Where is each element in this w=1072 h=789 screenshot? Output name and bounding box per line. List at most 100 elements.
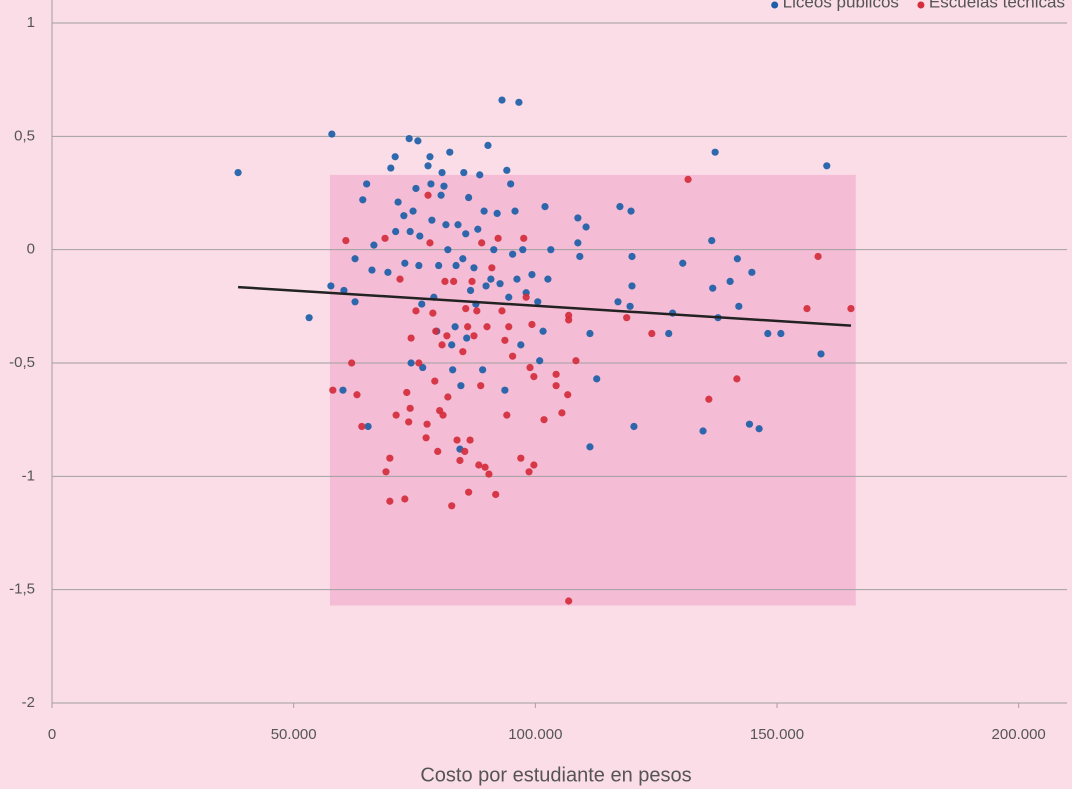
point bbox=[401, 495, 409, 503]
trendline bbox=[238, 285, 852, 327]
point bbox=[368, 266, 376, 274]
point bbox=[823, 162, 831, 170]
point bbox=[234, 169, 242, 177]
shaded-region bbox=[329, 174, 856, 606]
point bbox=[488, 264, 496, 272]
point bbox=[576, 252, 584, 261]
point bbox=[439, 411, 447, 419]
point bbox=[444, 393, 452, 401]
point bbox=[517, 454, 525, 462]
point bbox=[507, 180, 515, 188]
x-axis-label: Costo por estudiante en pesos bbox=[420, 764, 691, 786]
point bbox=[748, 268, 756, 276]
point bbox=[363, 180, 371, 188]
point bbox=[305, 314, 313, 322]
point bbox=[465, 488, 473, 496]
point bbox=[505, 293, 513, 301]
point bbox=[755, 425, 763, 433]
point bbox=[351, 255, 359, 263]
point bbox=[459, 255, 467, 263]
y-tick-label: 0,5 bbox=[14, 127, 35, 144]
point bbox=[593, 375, 601, 383]
point bbox=[358, 422, 366, 431]
point bbox=[407, 359, 415, 367]
point bbox=[364, 422, 372, 431]
point bbox=[505, 323, 513, 331]
point bbox=[382, 468, 390, 476]
point bbox=[424, 162, 432, 170]
y-tick-label: 1 bbox=[27, 14, 35, 31]
point bbox=[565, 316, 573, 324]
point bbox=[442, 221, 450, 229]
point bbox=[745, 420, 754, 428]
point bbox=[485, 470, 493, 478]
point bbox=[709, 284, 717, 292]
point bbox=[847, 305, 855, 313]
point bbox=[423, 420, 431, 428]
point bbox=[451, 323, 459, 331]
y-tick-label: -0,5 bbox=[9, 354, 35, 371]
point bbox=[530, 373, 538, 381]
point bbox=[552, 382, 560, 390]
point bbox=[463, 334, 471, 342]
point bbox=[705, 395, 713, 403]
point bbox=[480, 207, 488, 215]
point bbox=[733, 375, 741, 383]
point bbox=[440, 182, 448, 190]
point bbox=[466, 436, 474, 444]
point bbox=[586, 443, 594, 451]
point bbox=[339, 386, 347, 394]
point bbox=[401, 259, 409, 267]
point bbox=[428, 216, 436, 224]
point bbox=[387, 164, 395, 172]
point bbox=[462, 230, 470, 238]
point bbox=[493, 209, 501, 217]
point bbox=[431, 377, 439, 385]
point bbox=[484, 141, 492, 149]
legend-marker bbox=[917, 1, 925, 9]
point bbox=[574, 239, 582, 247]
point bbox=[438, 169, 446, 177]
point bbox=[400, 212, 408, 220]
point bbox=[513, 275, 521, 283]
point bbox=[477, 382, 485, 390]
x-tick-label: 50.000 bbox=[271, 726, 317, 743]
point bbox=[348, 359, 356, 367]
point bbox=[509, 250, 517, 258]
point bbox=[415, 359, 423, 367]
point bbox=[412, 184, 420, 193]
point bbox=[405, 418, 413, 426]
point bbox=[733, 255, 741, 263]
point bbox=[427, 180, 435, 188]
point bbox=[479, 366, 487, 374]
point bbox=[426, 153, 434, 161]
point bbox=[547, 246, 555, 254]
point bbox=[534, 298, 542, 306]
point bbox=[327, 282, 335, 290]
x-tick-label: 0 bbox=[48, 726, 56, 743]
point bbox=[711, 148, 719, 156]
point bbox=[541, 203, 549, 211]
point bbox=[359, 196, 367, 204]
point bbox=[616, 203, 624, 211]
point bbox=[708, 237, 716, 245]
point bbox=[501, 386, 509, 394]
point bbox=[614, 298, 622, 306]
point bbox=[441, 277, 449, 285]
point bbox=[462, 305, 470, 313]
point bbox=[466, 286, 475, 295]
x-tick-label: 150.000 bbox=[750, 726, 804, 743]
point bbox=[432, 327, 440, 335]
point bbox=[405, 135, 413, 143]
point bbox=[764, 329, 772, 338]
point bbox=[539, 327, 547, 335]
point bbox=[492, 490, 500, 499]
point bbox=[503, 411, 511, 419]
point bbox=[735, 302, 743, 310]
point bbox=[511, 207, 519, 215]
point bbox=[416, 232, 424, 240]
point bbox=[498, 307, 506, 315]
x-tick-label: 100.000 bbox=[508, 726, 562, 743]
point bbox=[501, 336, 509, 344]
